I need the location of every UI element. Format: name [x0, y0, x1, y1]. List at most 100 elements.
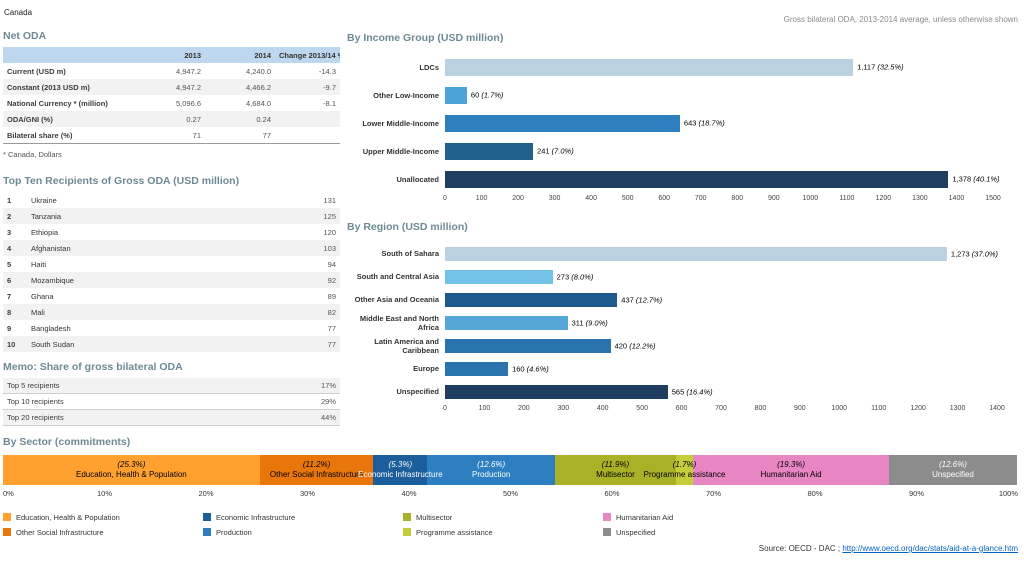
region-axis-tick: 300	[557, 405, 570, 412]
net-oda-title: Net ODA	[3, 30, 47, 42]
sector-segment-percent: (1.7%)	[672, 460, 697, 469]
region-axis-tick: 700	[715, 405, 727, 412]
net-oda-2014-value: 0.24	[256, 114, 271, 124]
net-oda-footnote: * Canada, Dollars	[3, 150, 62, 159]
value-number: 311	[571, 318, 584, 327]
value-percent: (9.0%)	[583, 318, 608, 327]
sector-section: By Sector (commitments) (25.3%) Education…	[3, 436, 1018, 539]
region-axis-tick: 0	[443, 405, 447, 412]
region-bar	[445, 292, 618, 307]
legend-item: Education, Health & Population	[3, 510, 203, 524]
recipient-value: 82	[327, 307, 336, 317]
income-value-label: 241 (7.0%)	[537, 147, 574, 156]
sector-segment: (11.2%) Other Social Infrastructure	[259, 455, 374, 485]
region-bar	[445, 269, 553, 284]
value-percent: (12.2%)	[627, 341, 656, 350]
region-bar	[445, 384, 668, 399]
region-bar	[445, 361, 509, 376]
net-oda-row-label: Constant (2013 USD m)	[7, 82, 90, 92]
income-axis-tick: 1100	[839, 195, 855, 202]
recipient-rank: 2	[7, 211, 12, 221]
region-row: Europe 160 (4.6%)	[347, 357, 1020, 380]
net-oda-2013-value: 0.27	[186, 114, 201, 124]
income-axis-ticks: 0 100 200 300 400 500 600 700 800 900 1000 1100 1200…	[443, 193, 1001, 205]
region-plot: 273 (8.0%)	[445, 269, 997, 284]
region-row: South of Sahara 1,273 (37.0%)	[347, 242, 1020, 265]
value-number: 273	[556, 272, 570, 281]
sector-segment-label: (19.3%) Humanitarian Aid	[761, 460, 822, 480]
sector-segment-percent: (11.2%)	[302, 460, 331, 469]
sector-stacked-bar: (25.3%) Education, Health & Population (11…	[3, 455, 1018, 485]
region-value-label: 437 (12.7%)	[621, 295, 662, 304]
net-oda-header: 2013 2014 Change 2013/14 %	[3, 47, 340, 63]
region-axis-tick: 500	[636, 405, 648, 412]
income-category-label: Unallocated	[396, 174, 439, 184]
income-bar	[445, 142, 534, 160]
income-value-label: 1,117 (32.5%)	[857, 63, 904, 72]
region-row: Middle East and North Africa 311 (9.0%)	[347, 311, 1020, 334]
recipient-name: Ethiopia	[31, 227, 59, 237]
sector-segment-label: (11.9%) Multisector	[596, 460, 635, 480]
sector-axis-tick: 100%	[998, 489, 1018, 498]
left-column: Net ODA 2013 2014 Change 2013/14 % Current…	[3, 30, 340, 426]
value-number: 60	[470, 90, 480, 100]
income-plot: 1,378 (40.1%)	[445, 170, 1000, 188]
sector-segment-name: Unspecified	[932, 470, 974, 479]
income-axis-tick: 300	[548, 195, 561, 202]
memo-table: Top 5 recipients 17% Top 10 recipients 29% T…	[3, 378, 340, 426]
region-value-label: 420 (12.2%)	[615, 341, 656, 350]
income-axis-tick: 200	[512, 195, 524, 202]
income-axis-tick: 1300	[912, 195, 928, 202]
value-percent: (4.6%)	[524, 364, 549, 373]
income-axis-tick: 100	[475, 195, 488, 202]
net-oda-col-header	[3, 47, 135, 63]
legend-label: Programme assistance	[416, 527, 493, 537]
sector-segment-percent: (12.6%)	[938, 460, 967, 469]
income-axis-tick: 1000	[802, 195, 819, 202]
sector-segment-label: (25.3%) Education, Health & Population	[76, 460, 187, 480]
region-row: Unspecified 565 (16.4%)	[347, 380, 1020, 403]
recipient-row: 5 Haiti 94	[3, 256, 340, 272]
region-axis-tick: 1100	[871, 405, 887, 412]
net-oda-table: 2013 2014 Change 2013/14 % Current (USD m)…	[3, 47, 340, 144]
net-oda-change-value: -14.3	[318, 66, 336, 76]
legend-swatch	[603, 528, 611, 536]
net-oda-2014-value: 4,684.0	[245, 98, 271, 108]
sector-segment-percent: (5.3%)	[388, 460, 413, 469]
sector-segment: (11.9%) Multisector	[555, 455, 676, 485]
recipient-value: 120	[323, 227, 336, 237]
region-chart: South of Sahara 1,273 (37.0%) South and Ce…	[347, 242, 1020, 415]
region-axis-tick: 1000	[831, 405, 848, 412]
recipient-value: 77	[327, 323, 336, 333]
recipient-row: 1 Ukraine 131	[3, 192, 340, 208]
legend-label: Other Social Infrastructure	[16, 527, 104, 537]
top-recipients-table: 1 Ukraine 131 2 Tanzania 125 3 Ethiopia 120 4 Afgh…	[3, 192, 340, 352]
source-link[interactable]: http://www.oecd.org/dac/stats/aid-at-a-g…	[842, 544, 1018, 553]
region-row: South and Central Asia 273 (8.0%)	[347, 265, 1020, 288]
region-category-label: Latin America and Caribbean	[374, 336, 439, 355]
recipient-value: 77	[327, 339, 336, 349]
recipient-rank: 3	[7, 227, 12, 237]
income-group-chart: LDCs 1,117 (32.5%) Other Low-Income 60 (1.7…	[347, 53, 1020, 205]
income-value-label: 643 (18.7%)	[684, 119, 725, 128]
income-category-label: LDCs	[419, 62, 439, 72]
region-plot: 1,273 (37.0%)	[445, 246, 998, 261]
region-axis-ticks: 0 100 200 300 400 500 600 700 800 900 1000 1100 1200…	[443, 403, 1005, 415]
source-prefix: Source: OECD - DAC ;	[758, 544, 843, 553]
legend-label: Unspecified	[616, 527, 656, 537]
region-category-label: Unspecified	[396, 387, 439, 396]
region-row: Latin America and Caribbean 420 (12.2%)	[347, 334, 1020, 357]
income-axis-tick: 0	[443, 195, 447, 202]
value-percent: (32.5%)	[875, 62, 904, 72]
recipient-rank: 6	[7, 275, 12, 285]
income-axis: 0 100 200 300 400 500 600 700 800 900 1000 1100 1200…	[347, 193, 1020, 205]
recipient-rank: 1	[7, 195, 12, 205]
sector-segment: (12.6%) Unspecified	[889, 455, 1017, 485]
income-row: Unallocated 1,378 (40.1%)	[347, 165, 1020, 193]
income-bar	[445, 86, 467, 104]
net-oda-row: Constant (2013 USD m) 4,947.2 4,466.2 -9.7	[3, 79, 340, 95]
recipient-row: 6 Mozambique 92	[3, 272, 340, 288]
net-oda-row: Bilateral share (%) 71 77	[3, 127, 340, 144]
income-category-label: Upper Middle-Income	[362, 146, 439, 156]
region-axis-tick: 1200	[910, 405, 926, 412]
